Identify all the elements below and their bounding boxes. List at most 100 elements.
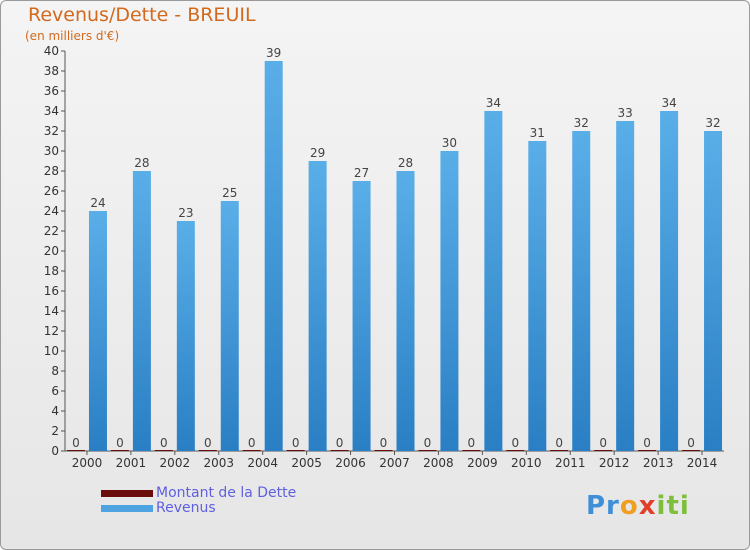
bar-dette [374,450,393,451]
x-tick-label: 2004 [247,456,278,470]
data-label-dette: 0 [204,436,212,450]
data-label-dette: 0 [555,436,563,450]
data-label-revenus: 33 [618,106,633,120]
data-label-dette: 0 [160,436,168,450]
bar-dette [638,450,657,451]
data-label-dette: 0 [511,436,519,450]
data-label-dette: 0 [599,436,607,450]
bar-revenus [484,111,503,451]
bar-dette [198,450,217,451]
data-label-dette: 0 [292,436,300,450]
y-tick-label: 8 [51,364,59,378]
y-tick-label: 28 [44,164,59,178]
data-label-revenus: 23 [178,206,193,220]
data-label-revenus: 30 [442,136,457,150]
x-tick-label: 2003 [203,456,234,470]
data-label-dette: 0 [72,436,80,450]
bar-dette [330,450,349,451]
legend-swatch-dette [101,490,153,497]
bar-revenus [660,111,679,451]
y-tick-label: 16 [44,284,59,298]
y-tick-label: 6 [51,384,59,398]
y-tick-label: 12 [44,324,59,338]
data-label-revenus: 32 [705,116,720,130]
x-tick-label: 2002 [160,456,191,470]
y-tick-label: 2 [51,424,59,438]
y-tick-label: 40 [44,44,59,58]
chart-title: Revenus/Dette - BREUIL [28,4,256,26]
data-label-revenus: 27 [354,166,369,180]
data-label-revenus: 25 [222,186,237,200]
data-label-revenus: 24 [90,196,105,210]
data-label-dette: 0 [336,436,344,450]
chart-subtitle: (en milliers d'€) [25,29,120,43]
bar-revenus [220,201,239,451]
x-tick-label: 2013 [643,456,674,470]
x-tick-label: 2010 [511,456,542,470]
y-tick-label: 24 [44,204,59,218]
bar-revenus [132,171,151,451]
y-tick-label: 38 [44,64,59,78]
bar-revenus [572,131,591,451]
data-label-dette: 0 [380,436,388,450]
data-label-revenus: 34 [661,96,676,110]
y-tick-label: 20 [44,244,59,258]
data-label-dette: 0 [468,436,476,450]
y-tick-label: 34 [44,104,59,118]
legend-label-revenus: Revenus [156,500,216,516]
data-label-dette: 0 [116,436,124,450]
x-tick-label: 2001 [116,456,147,470]
bar-revenus [440,151,459,451]
bar-revenus [396,171,415,451]
data-label-dette: 0 [248,436,256,450]
y-tick-label: 4 [51,404,59,418]
bar-revenus [88,211,107,451]
x-tick-label: 2011 [555,456,586,470]
bar-dette [682,450,701,451]
x-tick-label: 2000 [72,456,103,470]
legend-swatch-revenus [101,505,153,512]
data-label-revenus: 32 [574,116,589,130]
bar-dette [462,450,481,451]
bar-dette [66,450,85,451]
data-label-dette: 0 [424,436,432,450]
bar-dette [286,450,305,451]
data-label-revenus: 28 [398,156,413,170]
legend-label-dette: Montant de la Dette [156,485,297,501]
x-tick-label: 2012 [599,456,630,470]
data-label-revenus: 29 [310,146,325,160]
bar-revenus [176,221,195,451]
bar-revenus [528,141,547,451]
proxiti-logo: Proxiti [586,491,690,521]
y-tick-label: 10 [44,344,59,358]
x-tick-label: 2007 [379,456,410,470]
bar-revenus [704,131,723,451]
bar-dette [110,450,129,451]
y-tick-label: 0 [51,444,59,458]
data-label-revenus: 28 [134,156,149,170]
bar-revenus [616,121,635,451]
data-label-dette: 0 [687,436,695,450]
y-tick-label: 32 [44,124,59,138]
bar-dette [550,450,569,451]
x-tick-label: 2009 [467,456,498,470]
y-tick-label: 26 [44,184,59,198]
y-tick-label: 30 [44,144,59,158]
y-tick-label: 36 [44,84,59,98]
x-tick-label: 2006 [335,456,366,470]
data-label-dette: 0 [643,436,651,450]
data-label-revenus: 34 [486,96,501,110]
y-tick-label: 18 [44,264,59,278]
x-tick-label: 2008 [423,456,454,470]
bar-dette [594,450,613,451]
data-label-revenus: 31 [530,126,545,140]
bar-revenus [352,181,371,451]
bar-dette [506,450,525,451]
bar-dette [418,450,437,451]
data-label-revenus: 39 [266,46,281,60]
bar-revenus [308,161,327,451]
x-tick-label: 2005 [291,456,322,470]
y-tick-label: 14 [44,304,59,318]
bar-dette [154,450,173,451]
